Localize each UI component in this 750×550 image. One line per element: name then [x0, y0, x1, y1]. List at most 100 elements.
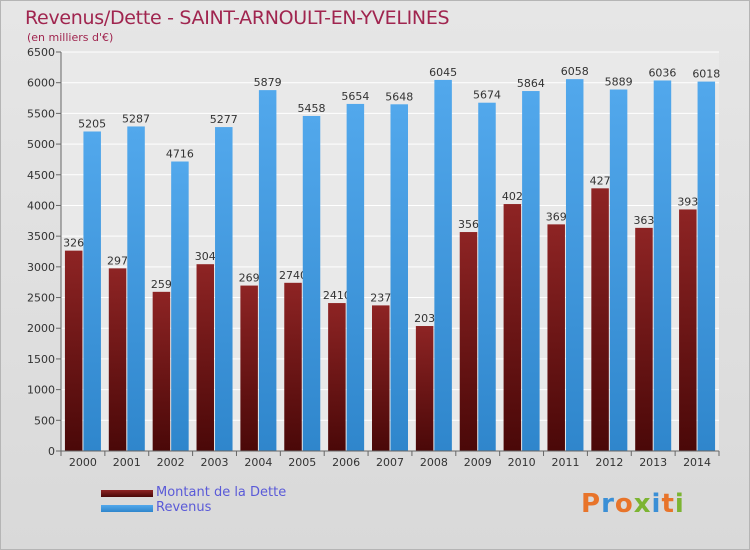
data-label-dette: 326 [63, 237, 84, 250]
x-tick-label: 2009 [464, 456, 492, 469]
data-label-dette: 427 [590, 174, 611, 187]
logo-letter: i [651, 489, 662, 519]
plot-background [61, 52, 719, 451]
data-label-dette: 269 [239, 272, 260, 285]
logo-letter: x [633, 489, 652, 519]
data-label-revenus: 5889 [605, 76, 633, 89]
logo-letter: t [661, 489, 675, 519]
bar-dette [284, 282, 302, 451]
bar-revenus [478, 102, 496, 452]
bar-revenus [171, 161, 189, 452]
y-tick-label: 6500 [27, 46, 55, 59]
bar-dette [591, 188, 609, 451]
chart-title: Revenus/Dette - SAINT-ARNOULT-EN-YVELINE… [25, 7, 450, 29]
data-label-dette: 393 [677, 195, 698, 208]
data-label-dette: 2740 [279, 269, 307, 282]
bar-dette [635, 227, 653, 451]
data-label-revenus: 5864 [517, 77, 545, 90]
bar-revenus [258, 90, 277, 451]
bar-dette [372, 305, 390, 451]
data-label-dette: 297 [107, 254, 128, 267]
x-tick-label: 2003 [201, 456, 229, 469]
logo-letter: i [674, 489, 685, 519]
logo-letter: o [614, 489, 634, 519]
bar-dette [547, 224, 565, 451]
data-label-revenus: 5674 [473, 89, 501, 102]
data-label-dette: 363 [633, 214, 654, 227]
bar-dette [459, 232, 478, 451]
bar-revenus [215, 127, 233, 451]
legend-swatch-revenus [101, 505, 153, 512]
bar-dette [64, 250, 83, 451]
y-tick-label: 4500 [27, 169, 55, 182]
data-label-dette: 2410 [323, 289, 351, 302]
bar-revenus [609, 89, 628, 452]
y-axis: 0 500 1000 1500 2000 2500 3000 3500 4000 4500 5000… [27, 46, 62, 458]
y-tick-label: 1500 [27, 353, 55, 366]
plot-area [61, 52, 719, 451]
data-label-revenus: 6058 [561, 65, 589, 78]
logo-letter: P [581, 489, 602, 519]
bar-dette [240, 285, 258, 451]
x-tick-label: 2004 [244, 456, 272, 469]
x-tick-label: 2008 [420, 456, 448, 469]
x-tick-label: 2010 [508, 456, 536, 469]
data-label-revenus: 5458 [298, 102, 326, 115]
legend-label-revenus: Revenus [156, 500, 212, 515]
y-tick-label: 5000 [27, 138, 55, 151]
bar-dette [415, 326, 434, 451]
x-axis: 2000 2001 2002 2003 2004 2005 2006 2007 2008 2009… [60, 450, 720, 469]
data-label-dette: 356 [458, 218, 479, 231]
x-tick-label: 2006 [332, 456, 360, 469]
data-label-revenus: 6036 [648, 66, 676, 79]
y-tick-label: 2000 [27, 322, 55, 335]
bar-dette [679, 209, 697, 451]
data-label-dette: 369 [546, 210, 567, 223]
bar-dette [108, 268, 127, 451]
bar-revenus [565, 79, 584, 451]
y-tick-label: 0 [48, 445, 55, 458]
y-tick-label: 2500 [27, 292, 55, 305]
data-label-dette: 402 [502, 190, 523, 203]
bar-revenus [697, 81, 716, 451]
bar-revenus [346, 103, 365, 451]
x-tick-label: 2013 [639, 456, 667, 469]
x-tick-label: 2014 [683, 456, 711, 469]
bar-dette [503, 204, 522, 451]
x-tick-label: 2001 [113, 456, 141, 469]
x-tick-label: 2000 [69, 456, 97, 469]
bar-revenus [522, 91, 540, 451]
data-label-dette: 203 [414, 312, 435, 325]
data-label-dette: 259 [151, 278, 172, 291]
bar-dette [152, 291, 171, 451]
data-label-revenus: 5654 [341, 90, 369, 103]
bar-revenus [390, 104, 408, 452]
x-tick-label: 2012 [595, 456, 623, 469]
data-label-revenus: 5879 [254, 76, 282, 89]
data-label-revenus: 5287 [122, 112, 150, 125]
data-label-revenus: 5205 [78, 117, 106, 130]
data-label-revenus: 5277 [210, 113, 238, 126]
data-label-revenus: 5648 [385, 90, 413, 103]
y-tick-label: 500 [34, 414, 55, 427]
y-tick-label: 3500 [27, 230, 55, 243]
data-label-revenus: 6018 [692, 68, 720, 81]
x-tick-label: 2002 [157, 456, 185, 469]
data-label-dette: 237 [370, 291, 391, 304]
legend-label-dette: Montant de la Dette [156, 485, 287, 500]
bar-revenus [434, 79, 452, 452]
proxiti-logo: Proxiti [581, 489, 685, 519]
logo-letter: r [601, 489, 615, 519]
bar-dette [196, 264, 215, 451]
y-tick-label: 4000 [27, 199, 55, 212]
data-label-revenus: 6045 [429, 66, 457, 79]
chart-subtitle: (en milliers d'€) [27, 31, 114, 44]
y-tick-label: 5500 [27, 107, 55, 120]
x-tick-label: 2011 [551, 456, 579, 469]
legend-swatch-dette [101, 490, 153, 497]
x-tick-label: 2007 [376, 456, 404, 469]
bar-revenus [127, 126, 145, 452]
y-tick-label: 6000 [27, 77, 55, 90]
bar-revenus [302, 115, 321, 451]
